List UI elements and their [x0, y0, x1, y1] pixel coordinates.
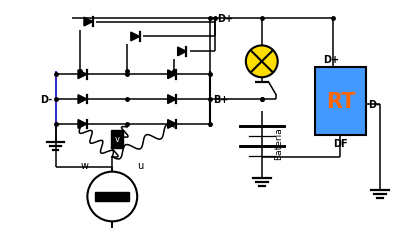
Bar: [314, 68, 366, 135]
Text: Bateria: Bateria: [274, 126, 283, 159]
Polygon shape: [78, 71, 87, 79]
Polygon shape: [168, 95, 176, 104]
Circle shape: [246, 46, 278, 78]
Polygon shape: [78, 95, 87, 104]
Polygon shape: [168, 71, 176, 79]
Text: v: v: [115, 135, 120, 144]
Text: D+: D+: [217, 14, 233, 24]
Text: D-: D-: [368, 100, 380, 110]
Text: DF: DF: [333, 138, 348, 148]
Bar: [95, 192, 129, 202]
Text: D-: D-: [40, 95, 53, 105]
Polygon shape: [78, 120, 87, 129]
Polygon shape: [168, 120, 176, 129]
Bar: [111, 130, 123, 148]
Polygon shape: [131, 33, 140, 42]
Polygon shape: [84, 18, 93, 27]
Circle shape: [87, 172, 137, 221]
Text: w: w: [81, 160, 88, 170]
Text: B+: B+: [213, 95, 228, 105]
Polygon shape: [178, 48, 186, 57]
Text: D+: D+: [323, 55, 339, 65]
Text: RT: RT: [326, 92, 355, 112]
Text: u: u: [137, 160, 143, 170]
